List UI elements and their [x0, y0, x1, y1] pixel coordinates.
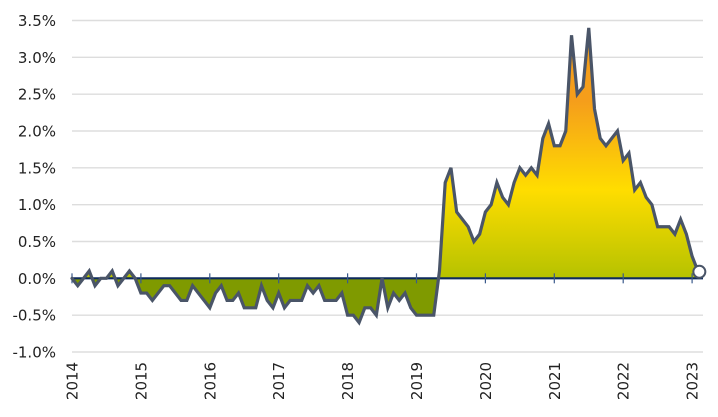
end-point-marker [692, 264, 707, 279]
zero-axis-line [71, 273, 703, 284]
y-tick-label: 0.5% [18, 233, 56, 251]
gridlines [72, 19, 703, 353]
y-tick-label: -1.0% [12, 344, 56, 362]
x-axis-labels: 2014 2015 2016 2017 2018 2019 2020 2021 2022 2023 [64, 362, 702, 400]
x-tick-label: 2021 [546, 362, 564, 400]
x-tick-label: 2022 [615, 362, 633, 400]
y-tick-label: 3.5% [18, 12, 56, 30]
last-point-marker[interactable] [692, 264, 707, 279]
y-tick-label: 3.0% [18, 49, 56, 67]
y-tick-label: 2.0% [18, 123, 56, 141]
y-axis-labels: 3.5% 3.0% 2.5% 2.0% 1.5% 1.0% 0.5% 0.0% -0.5% -1.… [12, 12, 56, 362]
x-tick-label: 2023 [684, 362, 702, 400]
y-tick-label: -0.5% [12, 307, 56, 325]
x-tick-label: 2020 [477, 362, 495, 400]
x-tick-label: 2015 [132, 362, 150, 400]
y-tick-label: 2.5% [18, 86, 56, 104]
x-tick-label: 2016 [201, 362, 219, 400]
x-tick-label: 2019 [408, 362, 426, 400]
y-tick-label: 1.0% [18, 196, 56, 214]
y-tick-label: 0.0% [18, 270, 56, 288]
area-fill [72, 27, 698, 323]
series-line [70, 27, 700, 326]
x-tick-label: 2014 [64, 362, 82, 400]
area-path [72, 27, 698, 323]
x-tick-label: 2018 [339, 362, 357, 400]
x-tick-label: 2017 [270, 362, 288, 400]
y-tick-label: 1.5% [18, 159, 56, 177]
data-line [70, 27, 700, 326]
